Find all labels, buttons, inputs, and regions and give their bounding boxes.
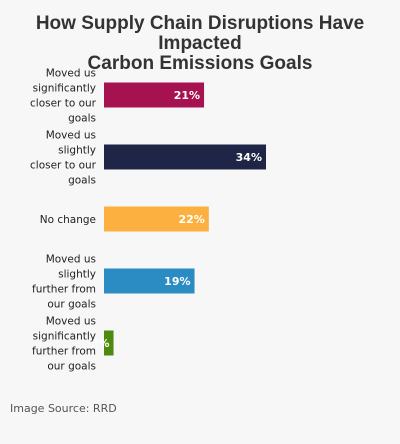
category-label-2: Moved us slightly closer to our goals [30,130,97,187]
chart-title-line-1: How Supply Chain Disruptions Have Impact… [35,13,365,54]
bar-value-label-2: 34% [236,151,262,164]
category-label-4: Moved us slightly further from our goals [32,254,96,311]
bar-2 [104,144,266,170]
category-label-3: No change [40,214,96,226]
category-label-5: Moved us significantly further from our goa… [32,316,96,373]
bar-value-label-3: 22% [178,213,204,226]
category-label-1: Moved us significantly closer to our goals [30,68,97,125]
image-source: Image Source: RRD [10,402,117,415]
bar-4 [104,268,195,294]
bar-5 [104,330,114,356]
bar-value-label-5: 2% [91,337,110,350]
bar-value-label-1: 21% [174,89,200,102]
bar-value-label-4: 19% [164,275,190,288]
bar-3 [104,206,209,232]
bar-1 [104,82,205,108]
chart-title-line-2: Carbon Emissions Goals [87,53,313,74]
chart-title: How Supply Chain Disruptions Have Impact… [0,14,400,74]
